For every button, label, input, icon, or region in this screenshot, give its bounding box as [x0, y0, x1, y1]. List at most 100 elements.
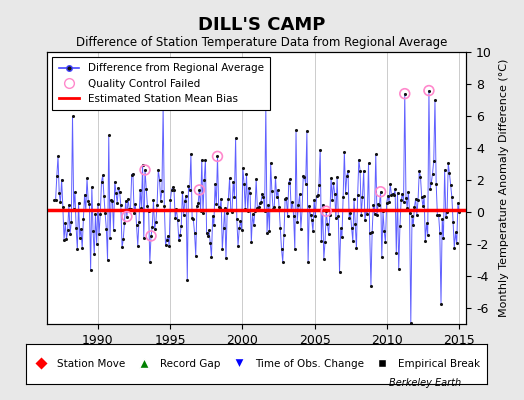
Point: [328, 197, 336, 203]
Point: [96, 210, 104, 217]
Point: [263, 230, 271, 236]
Point: [64, 201, 73, 208]
Point: [451, 229, 460, 235]
Point: [162, 236, 171, 243]
Point: [75, 235, 84, 241]
Point: [258, 191, 266, 198]
Point: [167, 186, 176, 193]
Point: [281, 195, 289, 202]
Point: [433, 212, 442, 218]
Point: [177, 222, 185, 229]
Point: [277, 246, 286, 252]
Point: [50, 197, 59, 203]
Point: [137, 204, 146, 211]
Point: [213, 153, 222, 160]
Point: [77, 226, 85, 232]
Point: [195, 187, 203, 193]
Point: [84, 198, 92, 204]
Point: [435, 229, 444, 236]
Point: [388, 190, 397, 197]
Point: [309, 228, 317, 234]
Point: [321, 239, 329, 246]
Point: [445, 170, 454, 177]
Point: [85, 201, 94, 207]
Point: [414, 197, 422, 204]
Point: [280, 231, 288, 238]
Point: [105, 132, 113, 138]
Point: [351, 221, 359, 227]
Point: [343, 173, 351, 179]
Point: [214, 204, 223, 210]
Point: [141, 167, 149, 173]
Point: [206, 240, 214, 246]
Point: [241, 206, 249, 212]
Point: [89, 228, 97, 234]
Point: [269, 206, 277, 212]
Point: [204, 233, 212, 240]
Point: [385, 198, 393, 205]
Point: [55, 190, 63, 196]
Point: [338, 234, 346, 240]
Point: [287, 207, 296, 214]
Point: [298, 206, 306, 213]
Point: [217, 196, 225, 202]
Point: [126, 206, 135, 212]
Point: [390, 192, 398, 198]
Point: [355, 156, 363, 163]
Point: [248, 211, 257, 218]
Point: [339, 194, 347, 200]
Point: [254, 204, 263, 210]
Point: [244, 208, 252, 214]
Point: [406, 210, 414, 216]
Point: [357, 212, 365, 218]
Point: [139, 235, 148, 241]
Point: [97, 179, 106, 185]
Point: [56, 199, 64, 206]
Point: [222, 255, 230, 261]
Point: [430, 157, 438, 164]
Point: [310, 196, 319, 203]
Point: [422, 220, 431, 226]
Point: [149, 197, 158, 204]
Point: [200, 177, 209, 184]
Point: [83, 175, 91, 182]
Point: [131, 201, 139, 208]
Point: [160, 203, 169, 209]
Point: [336, 225, 345, 232]
Point: [410, 204, 419, 210]
Point: [407, 320, 415, 326]
Point: [184, 183, 193, 190]
Point: [408, 213, 416, 220]
Point: [164, 233, 172, 239]
Point: [78, 245, 86, 252]
Point: [376, 188, 385, 195]
Point: [285, 180, 293, 186]
Point: [283, 213, 292, 219]
Point: [345, 215, 353, 221]
Legend: Station Move, Record Gap, Time of Obs. Change, Empirical Break: Station Move, Record Gap, Time of Obs. C…: [29, 355, 484, 373]
Text: Difference of Station Temperature Data from Regional Average: Difference of Station Temperature Data f…: [77, 36, 447, 49]
Point: [455, 209, 463, 216]
Point: [134, 243, 142, 249]
Point: [68, 113, 77, 120]
Point: [275, 204, 283, 210]
Point: [190, 230, 199, 236]
Point: [247, 239, 256, 246]
Point: [58, 176, 66, 183]
Point: [329, 180, 337, 186]
Point: [300, 174, 309, 180]
Point: [92, 241, 101, 247]
Point: [288, 198, 297, 205]
Point: [230, 194, 238, 200]
Point: [141, 167, 149, 173]
Point: [201, 157, 210, 163]
Point: [110, 227, 118, 233]
Point: [181, 198, 189, 204]
Point: [208, 254, 216, 260]
Point: [153, 201, 161, 208]
Point: [249, 222, 258, 228]
Point: [136, 186, 144, 193]
Point: [340, 149, 348, 155]
Point: [416, 173, 424, 180]
Point: [308, 216, 316, 223]
